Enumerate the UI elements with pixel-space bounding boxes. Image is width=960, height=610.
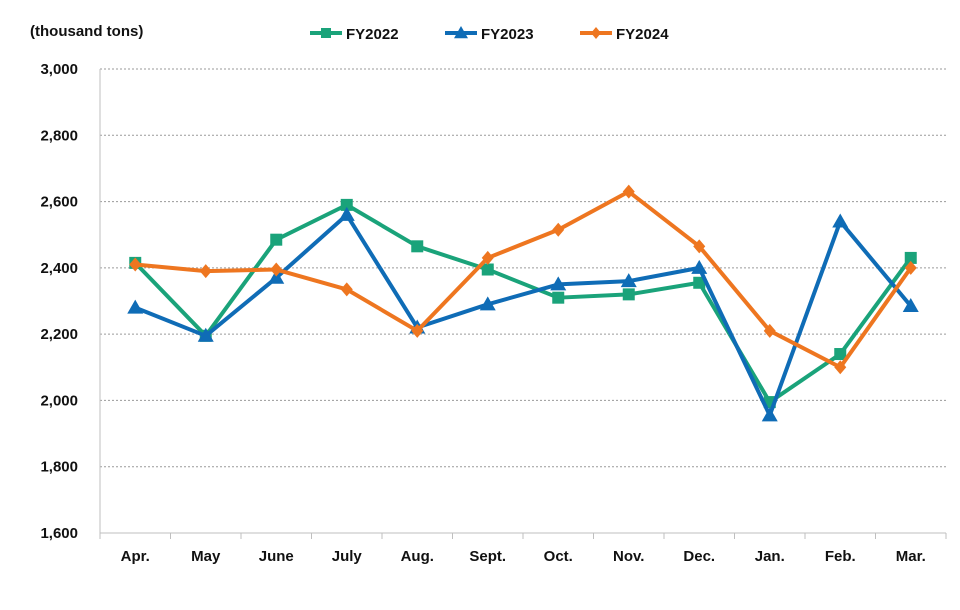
x-tick-label: Oct. — [544, 548, 573, 565]
series-line — [135, 189, 913, 370]
gridlines — [100, 68, 946, 468]
data-point-triangle — [338, 206, 355, 221]
y-tick-label: 2,400 — [40, 260, 78, 277]
data-point-square — [321, 28, 331, 38]
data-point-square — [552, 291, 565, 304]
data-point-diamond — [270, 262, 283, 277]
data-point-diamond — [904, 260, 917, 275]
legend-label: FY2022 — [346, 26, 399, 43]
series-group — [127, 184, 919, 422]
y-tick-label: 1,800 — [40, 459, 78, 476]
y-tick-label: 2,200 — [40, 326, 78, 343]
data-point-square — [411, 240, 424, 253]
x-tick-label: Sept. — [469, 548, 506, 565]
data-point-triangle — [832, 213, 849, 228]
data-point-square — [481, 263, 494, 276]
legend: FY2022 FY2023 FY2024 — [310, 26, 669, 43]
y-tick-labels: 1,600 1,800 2,000 2,200 2,400 2,600 2,800 3,000 — [40, 61, 78, 542]
data-point-diamond — [693, 239, 706, 254]
legend-item: FY2022 — [310, 26, 399, 43]
data-point-diamond — [340, 282, 353, 297]
data-point-square — [340, 198, 353, 211]
data-point-triangle — [454, 26, 468, 39]
y-tick-label: 1,600 — [40, 525, 78, 542]
data-point-diamond — [129, 257, 142, 272]
data-point-square — [834, 348, 847, 361]
series-fy2024 — [129, 184, 917, 375]
x-tick-label: Nov. — [613, 548, 644, 565]
x-tick-label: July — [332, 548, 363, 565]
x-tick-labels: Apr. May June July Aug. Sept. Oct. Nov. Dec. Jan.… — [121, 548, 926, 565]
data-point-diamond — [591, 27, 601, 39]
data-point-square — [693, 276, 706, 289]
x-tick-label: Apr. — [121, 548, 150, 565]
data-point-diamond — [552, 222, 565, 237]
legend-item: FY2024 — [580, 26, 669, 43]
data-point-triangle — [197, 327, 214, 342]
data-point-triangle — [761, 407, 778, 422]
data-point-triangle — [479, 296, 496, 311]
y-axis-unit-label: (thousand tons) — [30, 23, 143, 40]
y-tick-label: 2,800 — [40, 127, 78, 144]
data-point-diamond — [411, 323, 424, 338]
y-tick-label: 3,000 — [40, 61, 78, 78]
data-point-square — [270, 233, 283, 246]
x-tick-label: May — [191, 548, 221, 565]
data-point-triangle — [550, 276, 567, 291]
axes — [99, 69, 947, 539]
legend-label: FY2023 — [481, 26, 534, 43]
data-point-diamond — [834, 360, 847, 375]
data-point-square — [904, 251, 917, 264]
legend-item: FY2023 — [445, 26, 534, 43]
data-point-diamond — [622, 184, 635, 199]
x-tick-label: Feb. — [825, 548, 856, 565]
data-point-diamond — [481, 250, 494, 265]
data-point-triangle — [691, 259, 708, 274]
x-tick-label: Aug. — [401, 548, 434, 565]
x-tick-label: June — [259, 548, 294, 565]
data-point-diamond — [763, 323, 776, 338]
data-point-triangle — [620, 273, 637, 288]
data-point-triangle — [902, 297, 919, 312]
y-tick-label: 2,000 — [40, 392, 78, 409]
data-point-diamond — [199, 264, 212, 279]
y-tick-label: 2,600 — [40, 194, 78, 211]
data-point-triangle — [127, 299, 144, 314]
series-line — [134, 212, 913, 418]
data-point-square — [622, 288, 635, 301]
legend-label: FY2024 — [616, 26, 669, 43]
x-tick-label: Dec. — [683, 548, 715, 565]
series-line — [133, 202, 913, 405]
x-tick-label: Mar. — [896, 548, 926, 565]
series-fy2023 — [127, 206, 919, 422]
data-point-triangle — [268, 269, 285, 284]
x-tick-label: Jan. — [755, 548, 785, 565]
